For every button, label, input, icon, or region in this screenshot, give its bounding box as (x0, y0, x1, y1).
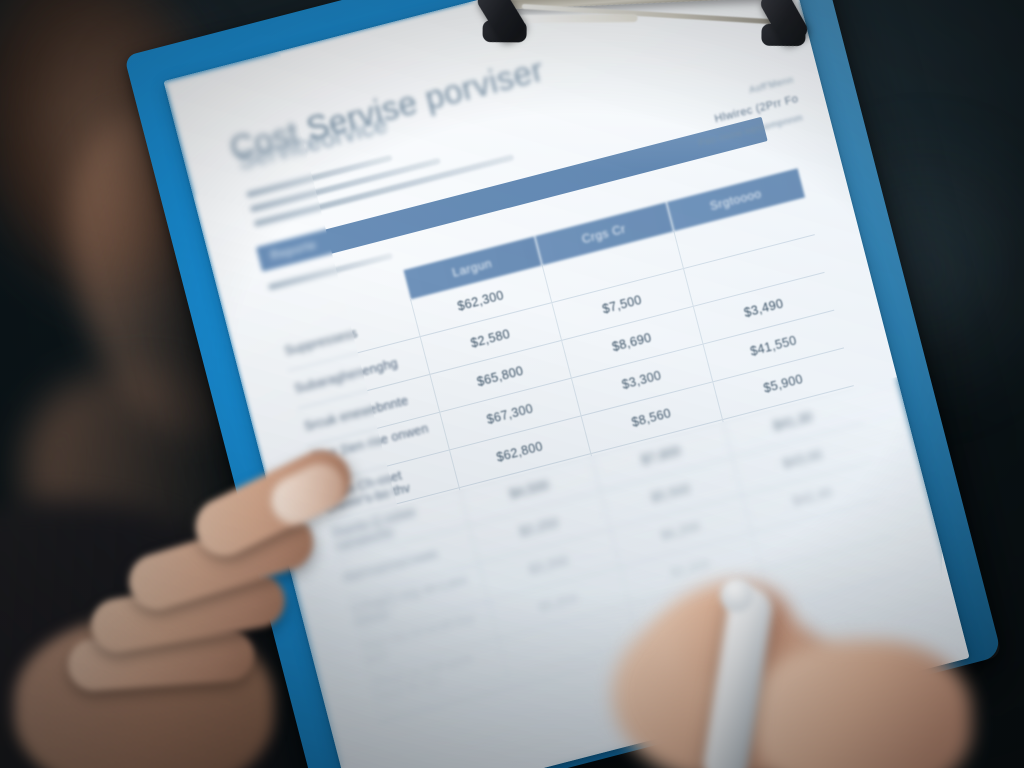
hand-mass (752, 640, 972, 768)
right-hand-with-pen (612, 564, 992, 768)
section-header-label: Reporte (269, 237, 318, 264)
left-hand-holding-clipboard (14, 440, 404, 768)
clip-wire-highlight (517, 14, 638, 24)
